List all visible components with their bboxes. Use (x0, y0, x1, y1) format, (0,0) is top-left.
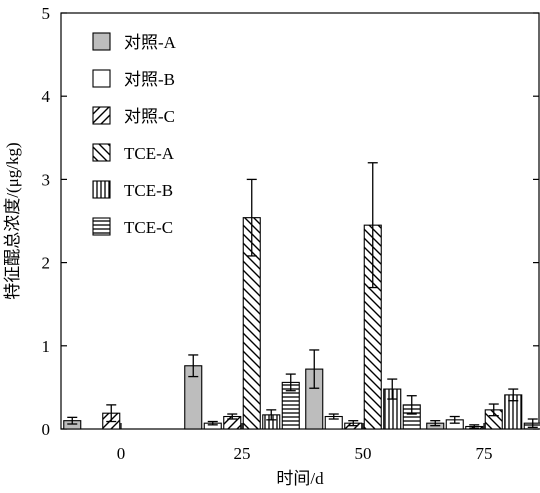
y-tick-label: 0 (42, 420, 51, 439)
x-tick-label: 50 (355, 444, 372, 463)
legend-label: TCE-B (124, 181, 173, 200)
y-tick-label: 5 (42, 4, 51, 23)
y-axis: 0 1 2 3 4 5 (42, 4, 539, 439)
y-tick-label: 2 (42, 254, 51, 273)
x-tick-label: 75 (476, 444, 493, 463)
legend: 对照-A 对照-B 对照-C TCE-A TCE-B TCE-C (92, 32, 177, 237)
plot-frame (60, 12, 540, 430)
x-tick-label: 0 (117, 444, 126, 463)
y-tick-label: 1 (42, 337, 51, 356)
legend-swatch (92, 180, 111, 199)
legend-swatch (92, 217, 111, 236)
x-axis: 0 25 50 75 (117, 423, 493, 463)
legend-label: 对照-B (124, 70, 175, 89)
legend-swatch (92, 143, 111, 162)
legend-label: TCE-C (124, 218, 173, 237)
y-axis-title: 特征醌总浓度/(μg/kg) (3, 142, 22, 299)
legend-swatch (92, 69, 111, 88)
legend-label: 对照-A (124, 33, 177, 52)
legend-label: TCE-A (124, 144, 175, 163)
x-tick-label: 25 (234, 444, 251, 463)
y-tick-label: 3 (42, 170, 51, 189)
legend-swatch (92, 32, 111, 51)
y-tick-label: 4 (42, 87, 51, 106)
legend-label: 对照-C (124, 107, 175, 126)
x-axis-title: 时间/d (276, 469, 324, 488)
legend-swatch (92, 106, 111, 125)
bars (63, 162, 540, 430)
